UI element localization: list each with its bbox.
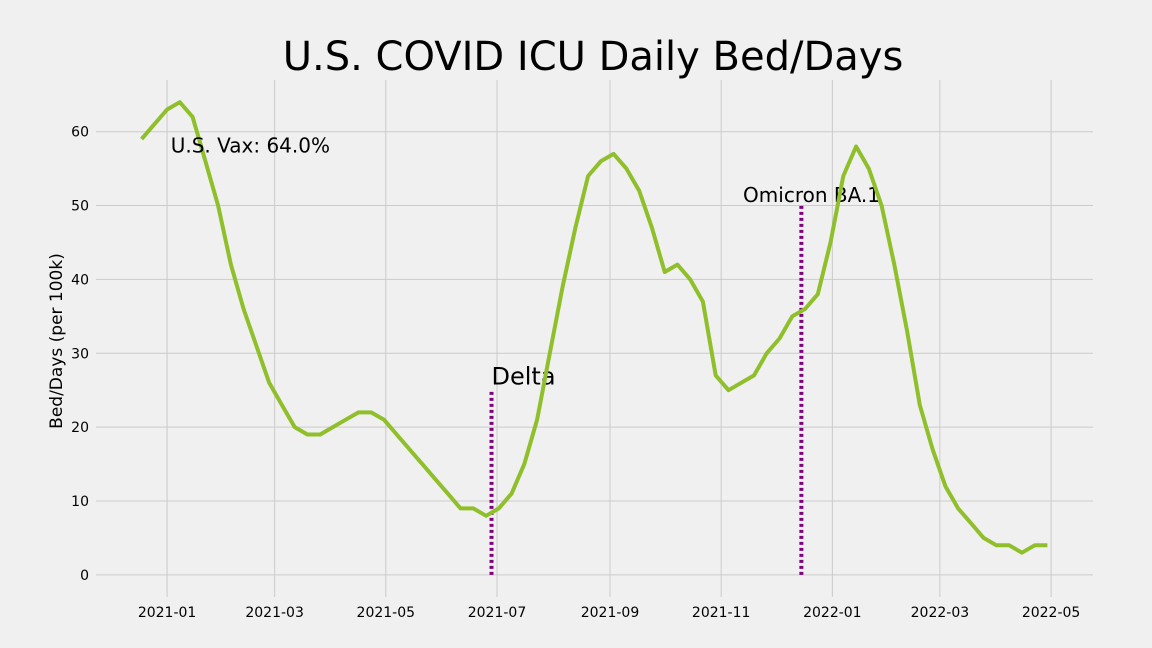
series-line — [140, 100, 1048, 555]
marker-label-omicron-ba-1: Omicron BA.1 — [743, 183, 880, 207]
annotations: U.S. Vax: 64.0% — [171, 133, 330, 157]
y-axis-ticks: 0 10 20 30 40 50 60 — [71, 125, 89, 584]
y-tick-label: 40 — [71, 272, 89, 288]
x-tick-label: 2021-03 — [245, 605, 304, 621]
y-tick-label: 20 — [71, 420, 89, 436]
x-tick-label: 2022-03 — [911, 605, 970, 621]
chart-title: U.S. COVID ICU Daily Bed/Days — [283, 34, 904, 80]
x-tick-label: 2021-07 — [468, 605, 527, 621]
x-axis-ticks: 2021-01 2021-03 2021-05 2021-07 2021-09 2021-… — [138, 605, 1080, 621]
y-tick-label: 10 — [71, 494, 89, 510]
x-tick-label: 2021-01 — [138, 605, 197, 621]
y-tick-label: 50 — [71, 199, 89, 215]
x-tick-label: 2021-05 — [357, 605, 416, 621]
x-tick-label: 2022-05 — [1022, 605, 1081, 621]
vax-annotation: U.S. Vax: 64.0% — [171, 133, 330, 157]
x-tick-label: 2021-11 — [692, 605, 751, 621]
series-layer — [140, 100, 1048, 555]
x-tick-label: 2021-09 — [581, 605, 640, 621]
y-tick-label: 30 — [71, 346, 89, 362]
x-tick-label: 2022-01 — [803, 605, 862, 621]
grid — [96, 80, 1093, 597]
y-axis-label: Bed/Days (per 100k) — [47, 253, 67, 429]
y-tick-label: 60 — [71, 125, 89, 141]
y-tick-label: 0 — [80, 568, 89, 584]
